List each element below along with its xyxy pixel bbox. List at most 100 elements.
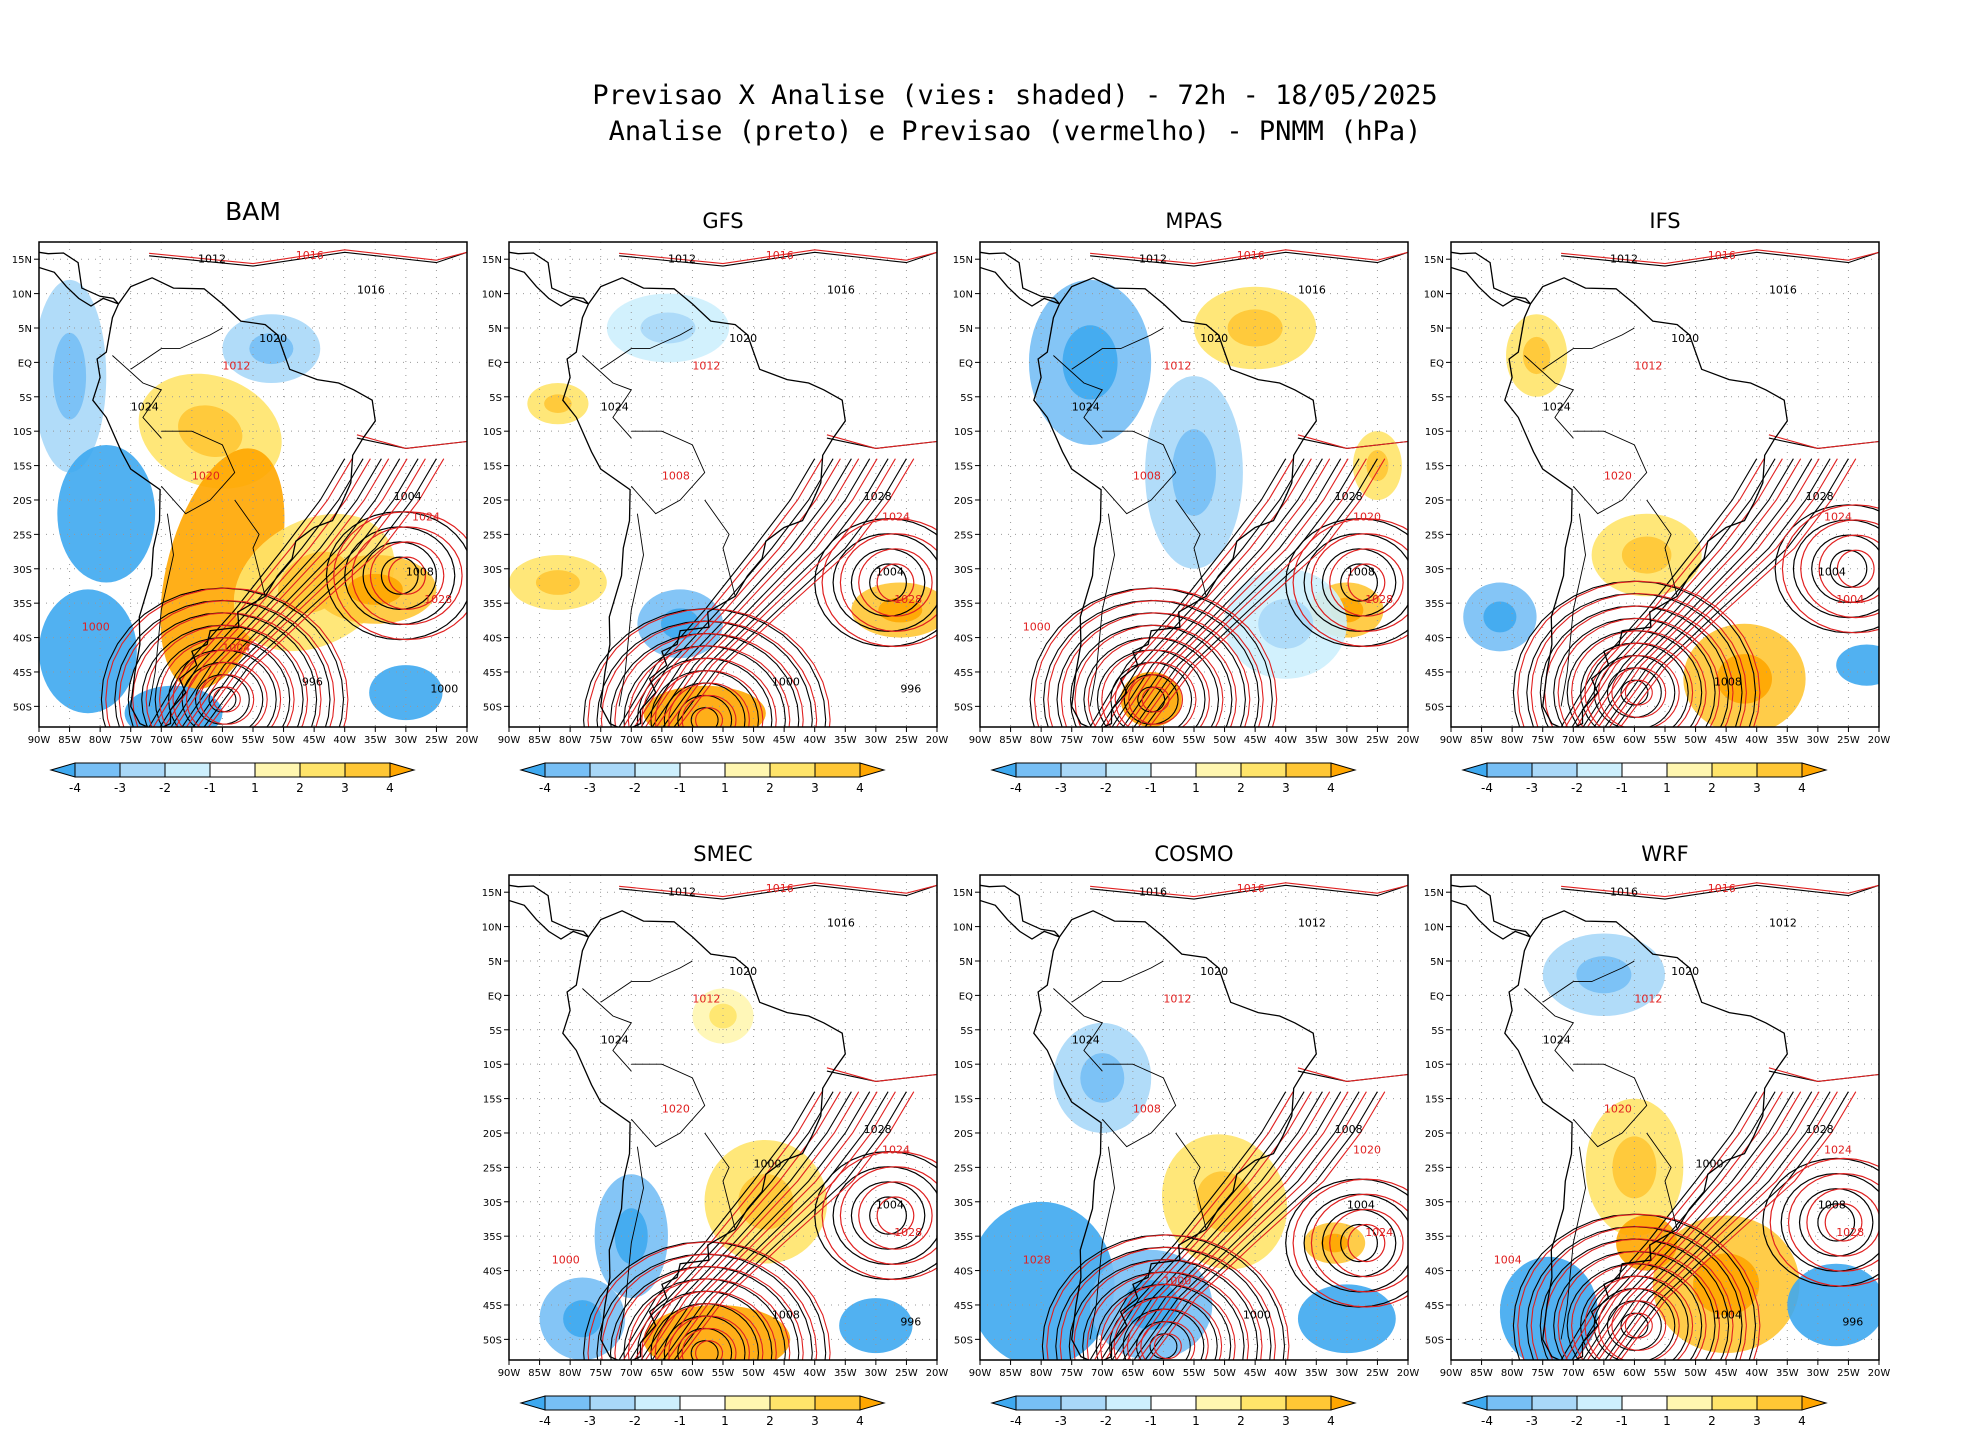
isobar [695,707,724,727]
lon-tick-label: 60W [681,1368,704,1379]
isobar [1611,667,1667,718]
bias-shading [1576,956,1632,994]
isobar-label-analysis: 1008 [1818,1199,1846,1212]
isobar [1768,434,1879,449]
lon-tick-label: 50W [1213,1368,1236,1379]
colorbar-tick-label: 2 [1708,781,1716,795]
colorbar-tick-label: -2 [629,781,641,795]
isobar [1292,517,1408,648]
lat-tick-label: 5S [960,1026,973,1037]
isobar-label-analysis: 1012 [1610,253,1638,266]
isobar-label-analysis: 1020 [1671,332,1699,345]
isobar-label-forecast: 1028 [1836,1226,1864,1239]
lat-tick-label: 10S [1425,1060,1444,1071]
isobar [1606,667,1662,718]
isobar [362,541,437,611]
colorbar-swatch [1240,1395,1287,1411]
colorbar-tick-label: -3 [584,781,596,795]
colorbar-tick-label: -1 [1616,1414,1628,1428]
isobar-label-forecast: 1016 [1708,249,1736,262]
isobar-label-forecast: 1020 [1353,511,1381,524]
isobar [641,657,777,727]
isobar [1582,458,1794,727]
isobar [1297,1067,1408,1082]
isobar [832,1166,937,1266]
isobar [333,511,467,641]
isobar [627,645,791,727]
colorbar-swatch [1060,762,1107,778]
isobar [850,548,926,617]
colorbar-tick-label: -2 [159,781,171,795]
lon-tick-label: 20W [456,735,479,746]
isobar [194,674,250,725]
isobar [1090,882,1408,898]
isobar [641,1290,777,1360]
lon-tick-label: 50W [272,735,295,746]
isobar [1114,661,1197,727]
colorbar-swatch [1285,1395,1332,1411]
isobar [1584,1275,1694,1360]
coastline-south-america [92,277,376,727]
colorbar-tick-label: -4 [1481,781,1493,795]
lon-tick-label: 50W [1684,1368,1707,1379]
coastline-central-america [1451,251,1531,307]
lon-tick-label: 65W [1122,1368,1145,1379]
isobar [1604,458,1831,727]
isobar-label-forecast: 1012 [1163,992,1191,1005]
isobar-label-analysis: 1004 [394,490,422,503]
lat-tick-label: 40S [954,1267,973,1278]
isobar-label-analysis: 1016 [1610,886,1638,899]
isobar [663,1315,746,1360]
coastline-south-america [562,277,846,727]
isobar-label-analysis: 1008 [1335,1123,1363,1136]
isobar [1557,1250,1721,1360]
isobar-label-forecast: 1016 [766,249,794,262]
lon-tick-label: 65W [1122,735,1145,746]
isobar-label-forecast: 1028 [424,593,452,606]
isobar [1073,1259,1263,1360]
colorbar-tick-label: 3 [1282,781,1290,795]
isobar [181,458,401,727]
isobar [105,587,349,727]
isobar [826,1067,937,1082]
colorbar-tick-label: 1 [1192,781,1200,795]
isobar-label-forecast: 1000 [1163,1274,1191,1287]
isobar [667,458,896,727]
isobar [677,694,733,727]
lon-tick-label: 45W [1715,1368,1738,1379]
lon-tick-label: 65W [651,1368,674,1379]
isobar [199,674,255,725]
isobar [858,548,933,617]
map-area-bam: 1012 1016 1020 1024 1004 1008 996 1000 1016 1012 1… [39,242,467,727]
lat-tick-label: 50S [954,702,973,713]
map-panel-cosmo: COSMO10161012102010241008100410001016101… [953,842,1420,1428]
colorbar-tick-label: -1 [674,781,686,795]
lon-tick-label: 40W [1745,1368,1768,1379]
lon-tick-label: 35W [1776,735,1799,746]
lat-tick-label: 5N [959,324,973,335]
colorbar-tick-label: -1 [674,1414,686,1428]
isobar-label-forecast: 1008 [1133,1102,1161,1115]
lon-tick-label: 55W [1654,735,1677,746]
colorbar-tick-label: 3 [811,1414,819,1428]
lat-tick-label: 5N [488,957,502,968]
lon-tick-label: 40W [1274,1368,1297,1379]
coastline-south-america [1033,910,1317,1360]
map-panel-gfs: GFS1012101610201024102810041000996101610… [482,209,949,795]
isobar [1128,674,1184,725]
colorbar-arrow-left [1461,1395,1488,1411]
isobar [1111,458,1323,727]
colorbar-tick-label: 3 [811,781,819,795]
isobar [1798,1188,1874,1257]
isobar-label-analysis: 996 [900,1316,921,1329]
lat-tick-label: 20S [954,1129,973,1140]
isobar [164,458,371,727]
isobar-label-analysis: 1008 [1347,566,1375,579]
lat-tick-label: 35S [954,1232,973,1243]
isobar [609,632,800,727]
isobar [1340,1223,1378,1263]
lat-tick-label: 10N [482,923,502,934]
colorbar-swatch [769,762,816,778]
colorbar-swatch [634,1395,681,1411]
figure-title: Previsao X Analise (vies: shaded) - 72h … [0,78,1964,150]
